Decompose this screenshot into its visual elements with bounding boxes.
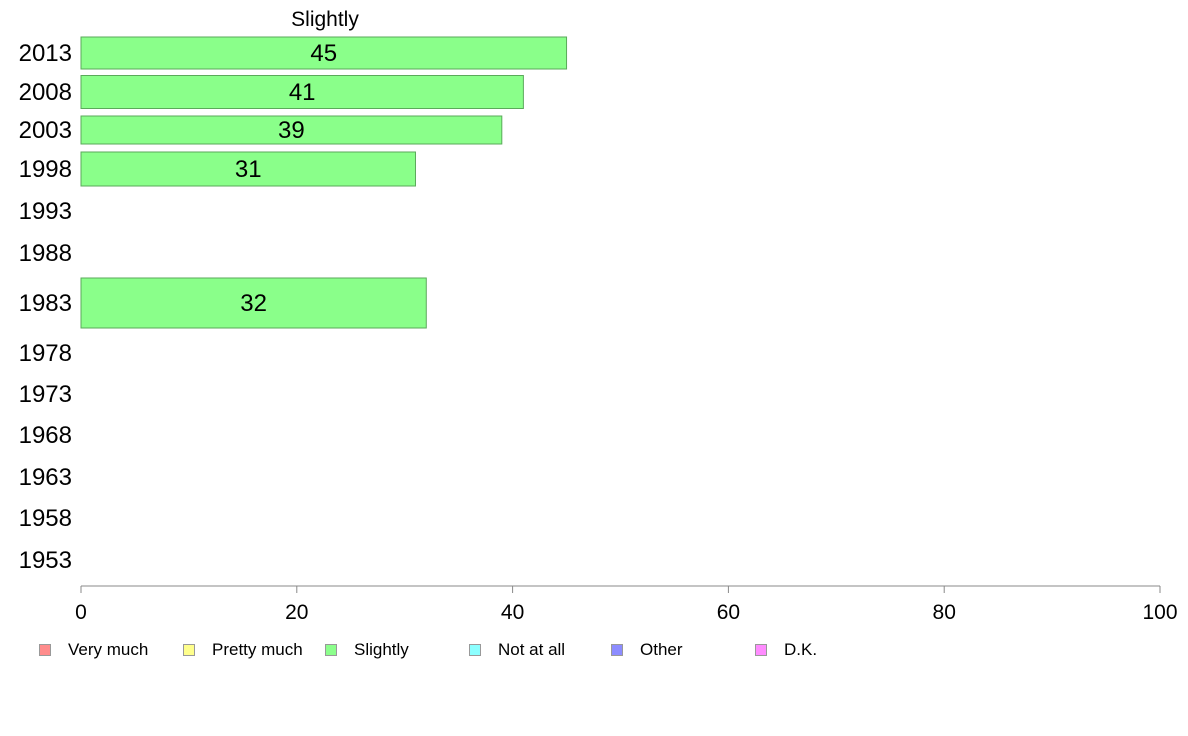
category-label: 2003 — [19, 117, 72, 144]
data-label: 32 — [240, 290, 267, 317]
category-label: 2008 — [19, 79, 72, 106]
data-label: 45 — [310, 40, 337, 67]
data-label: 31 — [235, 156, 262, 183]
category-label: 1998 — [19, 156, 72, 183]
legend-item: Other — [611, 640, 683, 660]
category-label: 1993 — [19, 198, 72, 225]
bar — [80, 75, 524, 109]
category-label: 1988 — [19, 240, 72, 267]
category-label: 1983 — [19, 290, 72, 317]
data-label: 39 — [278, 117, 305, 144]
x-tick-label: 60 — [717, 601, 740, 624]
category-label: 1963 — [19, 464, 72, 491]
legend-swatch — [39, 644, 51, 656]
legend-swatch — [469, 644, 481, 656]
x-tick-label: 0 — [75, 601, 87, 624]
x-axis: 0 20 40 60 80 100 — [75, 585, 1178, 624]
legend-item: Slightly — [325, 640, 409, 660]
x-tick-label: 80 — [933, 601, 956, 624]
legend-label: Slightly — [354, 640, 409, 659]
legend-swatch — [755, 644, 767, 656]
legend-label: Not at all — [498, 640, 566, 659]
legend-label: D.K. — [784, 640, 818, 659]
legend-item: Not at all — [469, 640, 565, 660]
legend-item: Pretty much — [183, 640, 303, 660]
legend-swatch — [325, 644, 337, 656]
chart-title: Slightly — [291, 8, 359, 31]
x-tick-label: 40 — [501, 601, 524, 624]
legend-label: Very much — [68, 640, 149, 659]
legend-label: Pretty much — [212, 640, 303, 659]
legend-swatch — [183, 644, 195, 656]
category-label: 1968 — [19, 422, 72, 449]
category-label: 1978 — [19, 340, 72, 367]
legend-label: Other — [640, 640, 683, 659]
bar — [80, 151, 416, 187]
legend-item: D.K. — [755, 640, 817, 660]
category-label: 2013 — [19, 40, 72, 67]
category-label: 1958 — [19, 505, 72, 532]
legend-item: Very much — [39, 640, 148, 660]
data-label: 41 — [289, 79, 316, 106]
legend-swatch — [611, 644, 623, 656]
bar — [80, 115, 503, 145]
x-tick-label: 20 — [285, 601, 308, 624]
bar — [80, 277, 427, 329]
category-label: 1973 — [19, 381, 72, 408]
bar — [80, 36, 568, 70]
category-label: 1953 — [19, 547, 72, 574]
x-tick-label: 100 — [1142, 601, 1177, 624]
